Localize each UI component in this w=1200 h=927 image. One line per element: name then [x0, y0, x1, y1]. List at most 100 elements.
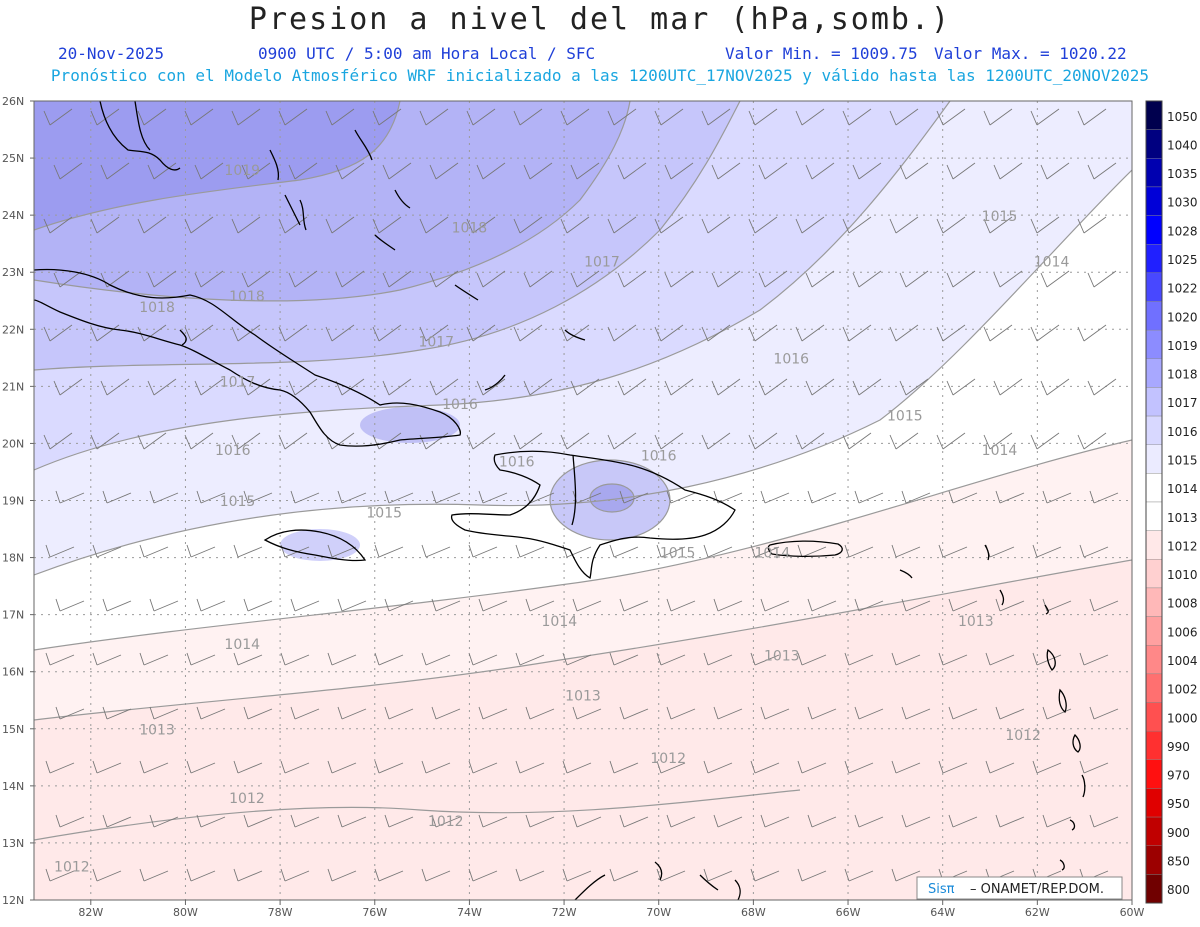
wind-barb: [619, 490, 649, 504]
wind-barb: [1077, 216, 1107, 234]
colorbar-swatch: [1145, 645, 1163, 675]
wind-barb: [419, 324, 449, 342]
wind-barb: [760, 814, 790, 828]
wind-barb: [1087, 270, 1117, 288]
cuba-shading: [360, 407, 460, 443]
lon-label: 80W: [173, 906, 198, 919]
wind-barb: [844, 868, 874, 882]
wind-barb: [515, 652, 545, 666]
wind-barb: [901, 490, 931, 504]
wind-barb: [337, 814, 367, 828]
wind-barb: [889, 108, 919, 126]
wind-barb: [45, 760, 75, 774]
bahamas-andros: [269, 149, 307, 231]
wind-barb: [748, 108, 778, 126]
wind-barb: [899, 270, 929, 288]
wind-barb: [901, 706, 931, 720]
colorbar-label: 1014: [1167, 482, 1198, 496]
wind-barb: [478, 490, 508, 504]
bahamas-islands: [354, 129, 586, 391]
wind-barb: [290, 598, 320, 612]
wind-barb: [468, 652, 498, 666]
wind-barb: [701, 108, 731, 126]
wind-barb: [196, 706, 226, 720]
wind-barb: [891, 868, 921, 882]
wind-barb: [562, 652, 592, 666]
contour-label: 1016: [215, 443, 251, 459]
colorbar-label: 850: [1167, 854, 1190, 868]
wind-barb: [523, 270, 553, 288]
contour-label: 1012: [428, 814, 464, 830]
wind-barb: [758, 378, 788, 396]
contour-label: 1012: [1005, 728, 1041, 744]
forecast-date: 20-Nov-2025: [58, 44, 164, 63]
wind-barb: [186, 760, 216, 774]
wind-barb: [560, 432, 590, 450]
wind-barb: [374, 652, 404, 666]
colorbar-label: 1028: [1167, 224, 1198, 238]
wind-barb: [938, 544, 968, 558]
wind-barb: [562, 760, 592, 774]
wind-barb: [525, 706, 555, 720]
wind-barb: [231, 108, 261, 126]
wind-barb: [233, 760, 263, 774]
wind-barb: [468, 544, 498, 558]
wind-barb: [805, 270, 835, 288]
contour-label: 1015: [220, 494, 256, 510]
wind-barb: [570, 270, 600, 288]
wind-barb: [196, 814, 226, 828]
wind-barb: [288, 378, 318, 396]
wind-barb: [572, 814, 602, 828]
colorbar-label: 1018: [1167, 368, 1198, 382]
wind-barb: [562, 544, 592, 558]
wind-barb: [184, 216, 214, 234]
wind-barb: [619, 706, 649, 720]
colorbar-label: 1002: [1167, 683, 1198, 697]
wind-barb: [1089, 706, 1119, 720]
wind-barb: [795, 324, 825, 342]
colorbar-label: 1012: [1167, 539, 1198, 553]
lon-label: 68W: [741, 906, 766, 919]
colorbar-swatch: [1145, 501, 1163, 531]
wind-barb: [184, 432, 214, 450]
wind-barb: [617, 378, 647, 396]
wind-barb: [384, 598, 414, 612]
wind-barb: [335, 162, 365, 180]
colorbar-swatch: [1145, 559, 1163, 589]
wind-barb: [1079, 760, 1109, 774]
wind-barb: [562, 868, 592, 882]
colorbar-swatch: [1145, 186, 1163, 216]
coastlines: [34, 101, 1086, 900]
wind-barb: [1042, 490, 1072, 504]
wind-barb: [656, 544, 686, 558]
wind-barb: [795, 216, 825, 234]
jamaica-coast: [263, 529, 367, 562]
wind-barb: [936, 324, 966, 342]
wind-barb: [337, 490, 367, 504]
colorbar-label: 1000: [1167, 711, 1198, 725]
contour-label: 1014: [982, 443, 1018, 459]
colorbar-swatch: [1145, 874, 1163, 904]
wind-barb: [654, 216, 684, 234]
colorbar-swatch: [1145, 473, 1163, 503]
wind-barb: [90, 216, 120, 234]
wind-barb: [995, 814, 1025, 828]
wind-barb: [1030, 216, 1060, 234]
wind-barb: [382, 270, 412, 288]
wind-barb: [515, 544, 545, 558]
wind-barb: [854, 598, 884, 612]
wind-barb: [92, 544, 122, 558]
wind-barb: [948, 598, 978, 612]
colorbar-label: 1025: [1167, 253, 1198, 267]
wind-barb: [664, 162, 694, 180]
wind-barb: [468, 868, 498, 882]
wind-barb: [149, 490, 179, 504]
wind-barbs: [43, 108, 1119, 882]
wind-barb: [701, 324, 731, 342]
wind-barb: [92, 652, 122, 666]
wind-barb: [431, 814, 461, 828]
colorbar-swatch: [1145, 100, 1163, 130]
wind-barb: [90, 324, 120, 342]
wind-barb: [466, 432, 496, 450]
